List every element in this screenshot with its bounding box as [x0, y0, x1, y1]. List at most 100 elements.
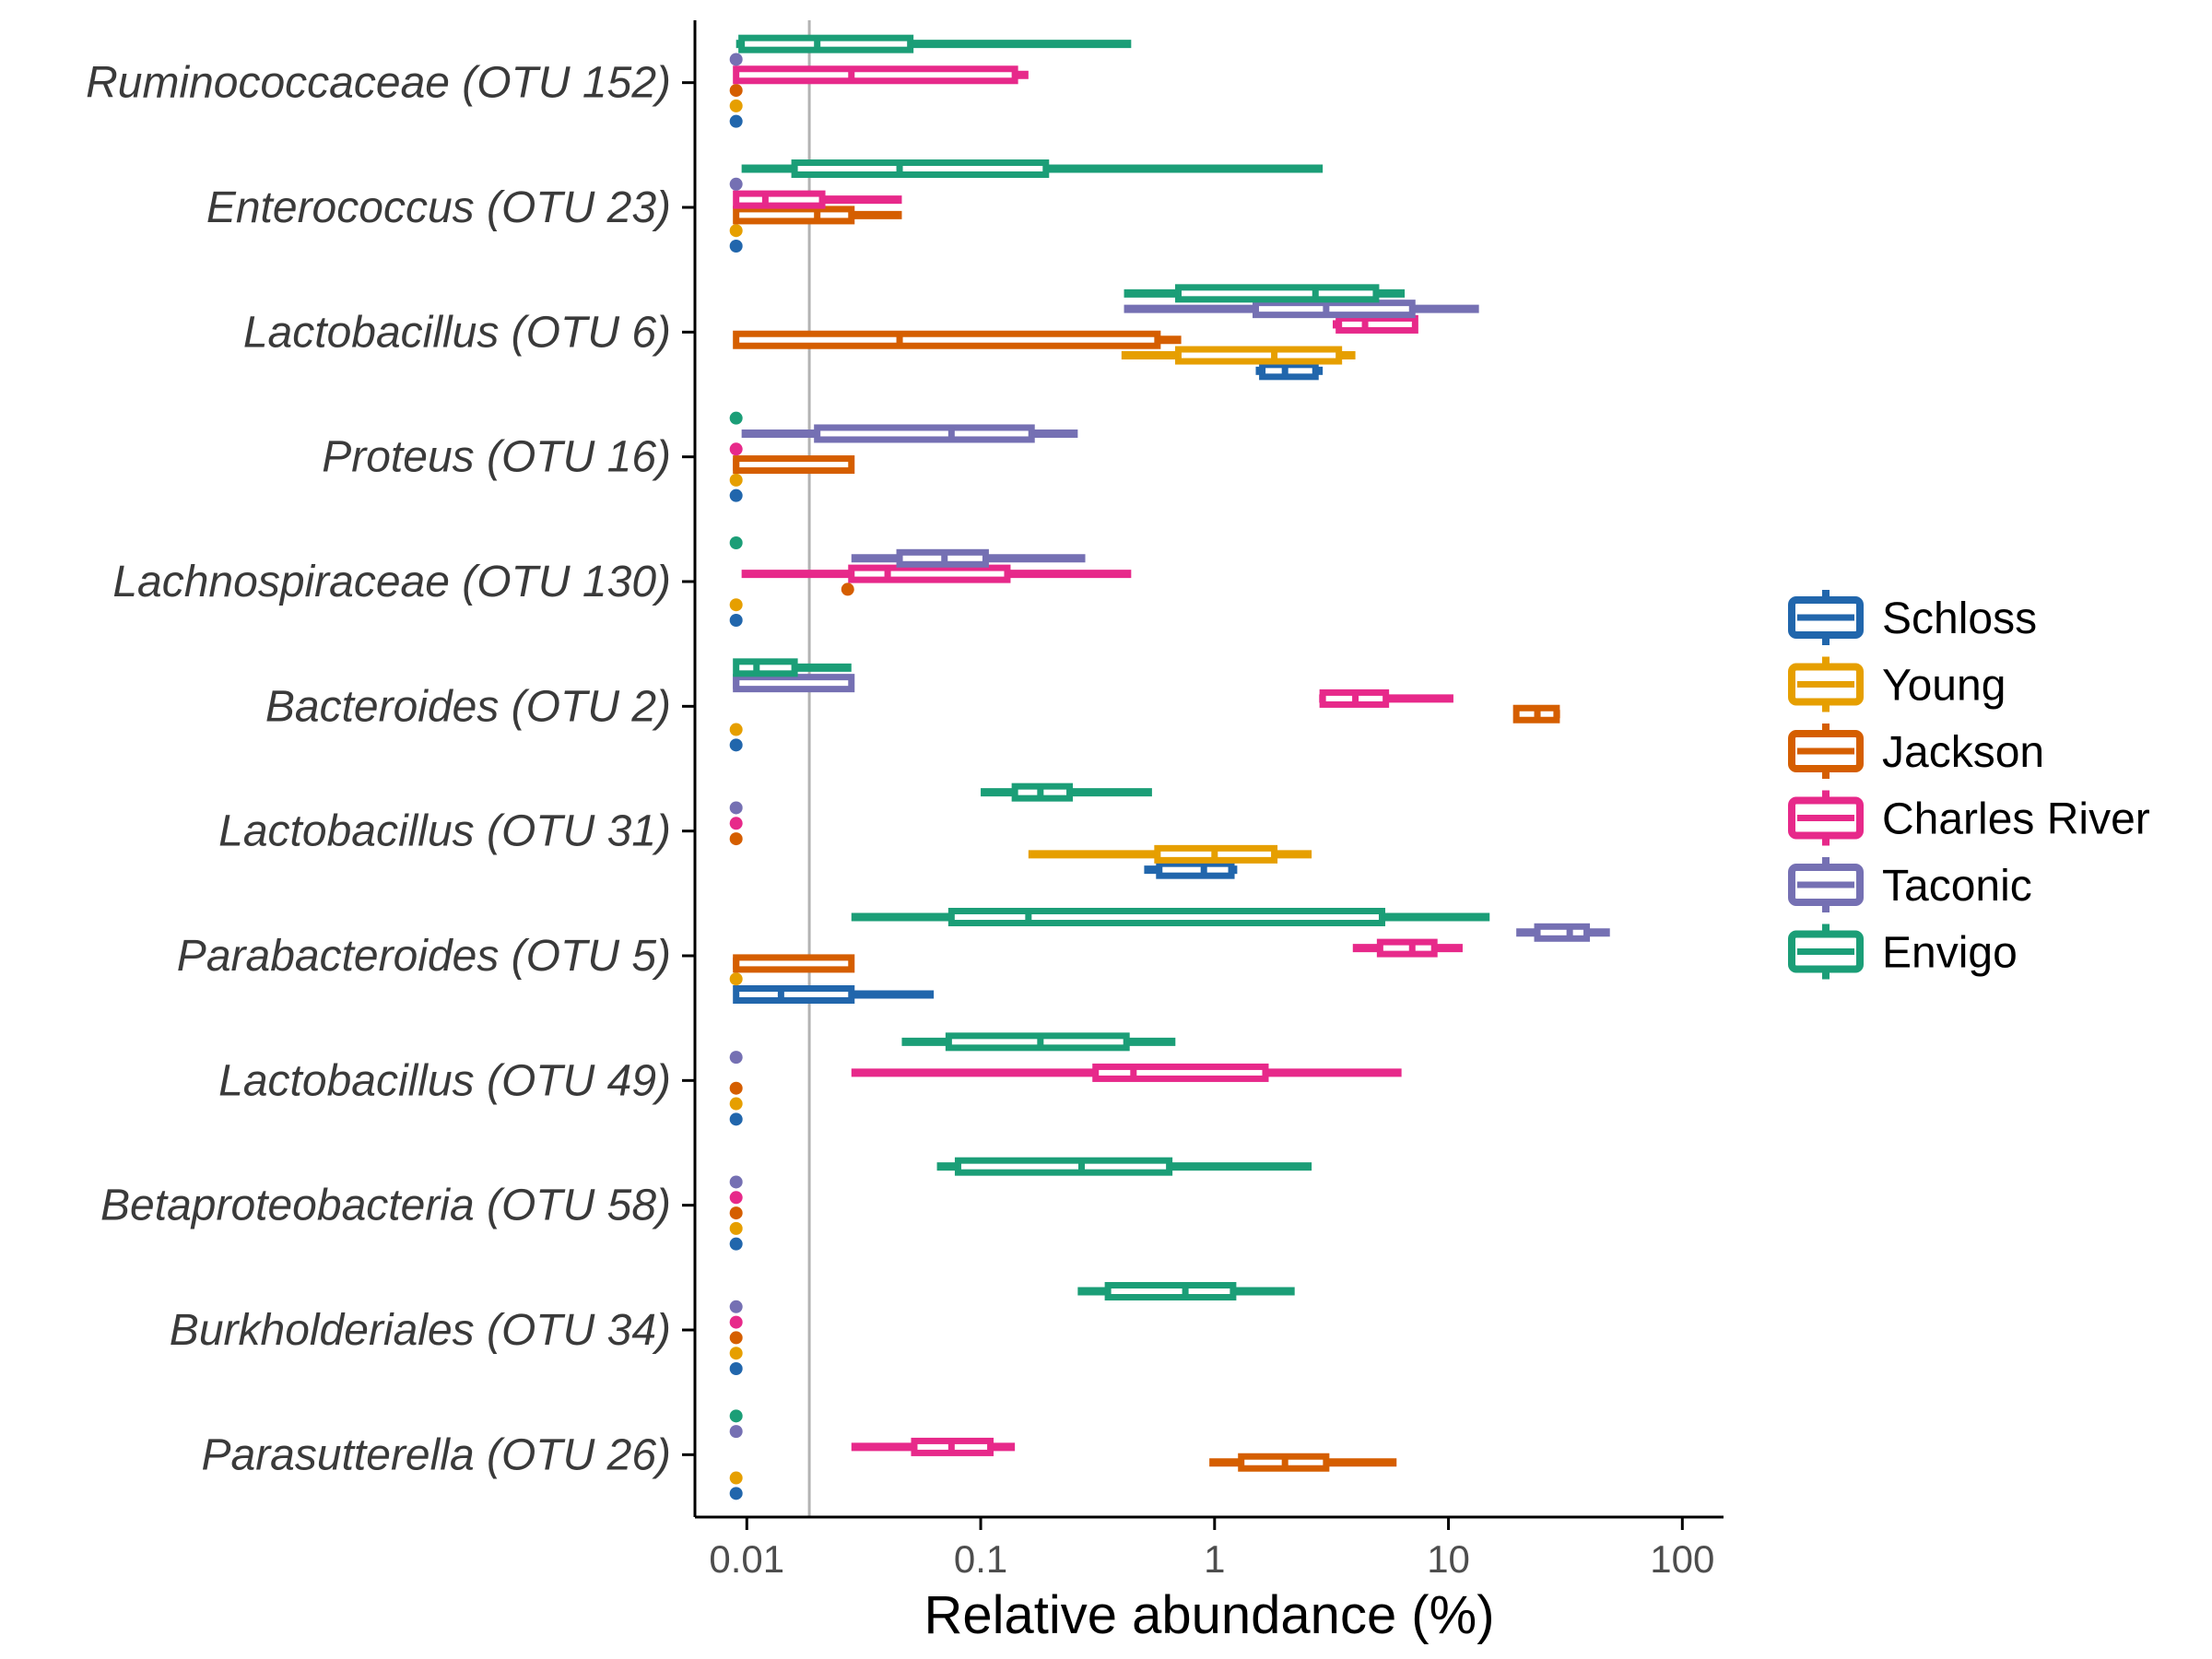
category-label: Proteus (OTU 16) — [322, 433, 671, 482]
box-envigo — [741, 159, 1324, 178]
box-jackson — [729, 1331, 743, 1345]
box-taconic — [729, 1175, 743, 1189]
box-young — [729, 598, 743, 612]
outlier-point — [729, 738, 743, 752]
box-schloss — [729, 1487, 743, 1500]
box-iqr — [814, 424, 1035, 443]
box-iqr — [733, 954, 855, 973]
legend-label: Schloss — [1882, 594, 2037, 643]
box-jackson — [729, 84, 743, 98]
x-axis-ticks: 0.01 0.1 1 10 100 — [709, 1517, 1714, 1581]
outlier-point — [729, 177, 743, 191]
category-group — [729, 908, 1610, 1004]
outlier-point — [729, 1097, 743, 1111]
legend-item: Charles River — [1788, 790, 2150, 846]
box-charles-river — [741, 564, 1132, 583]
box-envigo — [729, 1409, 743, 1423]
legend-item: Schloss — [1788, 590, 2037, 645]
box-schloss — [1144, 860, 1238, 879]
category-label: Bacteroides (OTU 2) — [265, 682, 671, 731]
box-iqr — [733, 455, 855, 475]
box-iqr — [733, 206, 855, 225]
box-charles-river — [1332, 314, 1418, 334]
box-charles-river — [733, 65, 1029, 85]
box-iqr — [848, 564, 1011, 583]
box-jackson — [733, 954, 855, 973]
legend-label: Jackson — [1882, 728, 2044, 777]
box-jackson — [729, 832, 743, 846]
box-young — [729, 1097, 743, 1111]
box-envigo — [1077, 1282, 1295, 1300]
box-envigo — [1124, 284, 1406, 303]
outlier-point — [729, 1347, 743, 1360]
box-iqr — [733, 674, 855, 693]
box-iqr — [1534, 923, 1591, 942]
box-schloss — [733, 985, 935, 1004]
outlier-point — [729, 1221, 743, 1235]
outlier-point — [729, 114, 743, 128]
x-tick-label: 1 — [1204, 1537, 1225, 1581]
outlier-point — [729, 1331, 743, 1345]
box-jackson — [733, 330, 1182, 349]
box-iqr — [1104, 1282, 1237, 1300]
category-group — [729, 1282, 1295, 1375]
category-group — [729, 411, 1078, 502]
box-envigo — [729, 536, 743, 549]
outlier-point — [729, 442, 743, 456]
category-label: Parasutterella (OTU 26) — [201, 1430, 671, 1479]
outlier-point — [729, 1315, 743, 1329]
category-group — [729, 34, 1132, 128]
x-tick-label: 0.1 — [954, 1537, 1007, 1581]
legend-label: Taconic — [1882, 862, 2032, 911]
box-envigo — [735, 34, 1132, 53]
outlier-point — [729, 53, 743, 66]
box-schloss — [729, 1362, 743, 1375]
outlier-point — [729, 224, 743, 238]
outlier-point — [729, 1175, 743, 1189]
box-jackson — [841, 582, 854, 596]
box-charles-river — [733, 190, 902, 209]
category-group — [729, 536, 1132, 627]
category-label: Lactobacillus (OTU 6) — [243, 308, 671, 357]
box-taconic — [741, 424, 1078, 443]
box-charles-river — [851, 1437, 1016, 1456]
box-schloss — [729, 614, 743, 627]
category-group — [729, 1409, 1397, 1500]
box-envigo — [981, 782, 1152, 802]
box-taconic — [729, 1300, 743, 1313]
category-group — [729, 1032, 1402, 1126]
box-schloss — [729, 738, 743, 752]
box-envigo — [851, 908, 1490, 926]
legend-label: Charles River — [1882, 795, 2150, 844]
box-taconic — [733, 674, 855, 693]
box-iqr — [733, 658, 798, 677]
box-envigo — [901, 1032, 1176, 1052]
legend-item: Taconic — [1788, 857, 2032, 912]
x-tick-label: 100 — [1650, 1537, 1714, 1581]
category-group — [729, 1157, 1312, 1251]
x-tick-label: 0.01 — [709, 1537, 784, 1581]
box-iqr — [733, 190, 826, 209]
outlier-point — [729, 473, 743, 487]
outlier-point — [729, 1409, 743, 1423]
box-charles-river — [851, 1063, 1402, 1082]
box-charles-river — [729, 817, 743, 830]
outlier-point — [729, 832, 743, 846]
outlier-point — [729, 972, 743, 986]
outlier-point — [729, 1300, 743, 1313]
box-charles-river — [729, 1315, 743, 1329]
box-schloss — [729, 114, 743, 128]
legend-item: Young — [1788, 656, 2006, 712]
box-iqr — [1156, 860, 1235, 879]
outlier-point — [729, 411, 743, 425]
outlier-point — [729, 1051, 743, 1065]
x-axis-title: Relative abundance (%) — [924, 1585, 1494, 1645]
box-schloss — [729, 488, 743, 502]
box-jackson — [733, 455, 855, 475]
box-charles-river — [729, 1191, 743, 1205]
box-jackson — [729, 1206, 743, 1220]
legend-item: Envigo — [1788, 924, 2018, 980]
outlier-point — [729, 801, 743, 815]
outlier-point — [729, 598, 743, 612]
box-iqr — [733, 985, 855, 1004]
